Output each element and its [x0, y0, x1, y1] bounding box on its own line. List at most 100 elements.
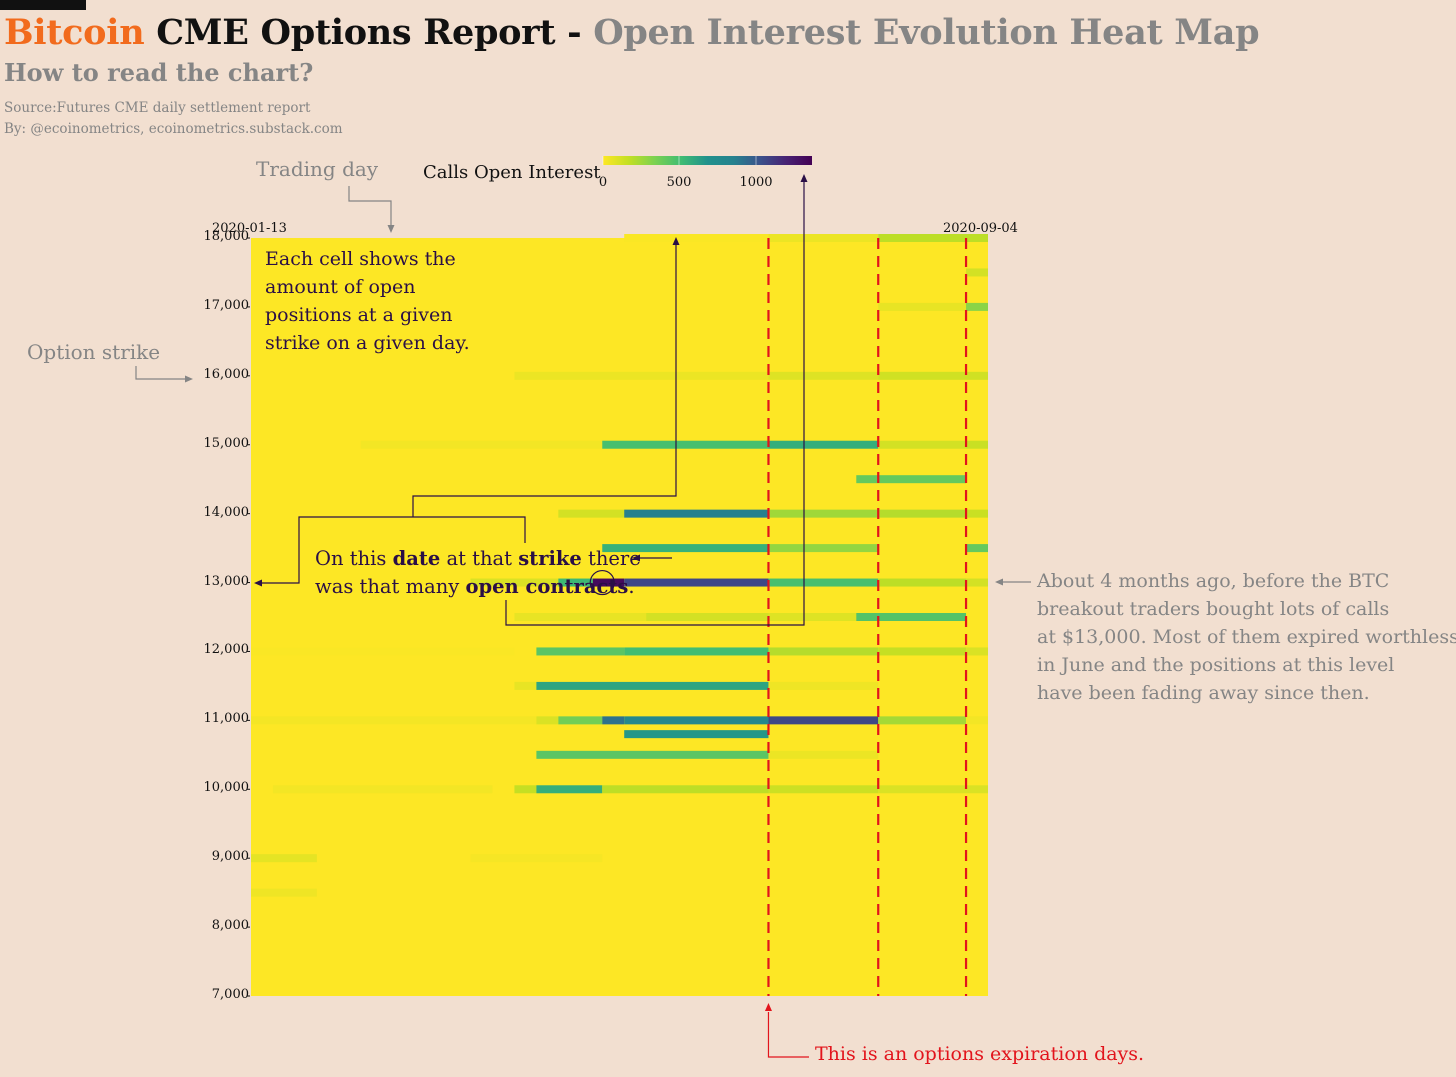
strike-connector [262, 516, 526, 584]
heatmap-cell [251, 888, 317, 897]
heatmap-cell [624, 716, 769, 725]
contracts-arrowhead [800, 174, 808, 182]
explainer-text: . [628, 575, 635, 598]
heatmap-cell [966, 302, 988, 311]
heatmap-cell [768, 647, 879, 656]
heatmap-cell [558, 578, 593, 587]
y-tick-label: 11,000 [203, 711, 250, 727]
y-tick-label: 10,000 [203, 780, 250, 796]
expiration-note: This is an options expiration days. [815, 1043, 1145, 1065]
option-strike-arrowhead [185, 375, 193, 383]
heatmap-cell [768, 509, 879, 518]
cell-explainer-line: Each cell shows the [265, 248, 456, 270]
heatmap-cell [624, 234, 769, 242]
right-annotation-line: in June and the positions at this level [1037, 654, 1395, 676]
explainer-open-contracts: open contracts [465, 575, 629, 598]
heatmap-cell [768, 544, 879, 553]
byline: By: @ecoinometrics, ecoinometrics.substa… [4, 121, 343, 137]
heatmap-cell [966, 509, 988, 518]
y-tick-label: 13,000 [203, 573, 250, 589]
heatmap-cell [470, 578, 559, 587]
cell-explainer-line: amount of open [265, 276, 416, 298]
heatmap-cell [514, 613, 647, 621]
page-title: Bitcoin CME Options Report - Open Intere… [4, 12, 1260, 53]
explainer-strike-word: strike [518, 547, 582, 570]
right-annotation-line: breakout traders bought lots of calls [1037, 598, 1390, 620]
heatmap-cell [536, 647, 625, 656]
heatmap-cell [878, 371, 988, 380]
heatmap-cell [602, 440, 769, 449]
trading-day-label: Trading day [256, 157, 379, 181]
heatmap-cell [251, 716, 537, 725]
heatmap-cell [768, 750, 879, 759]
heatmap-cell [514, 785, 537, 794]
heatmap-cell [966, 578, 988, 587]
heatmap-cell [602, 544, 769, 553]
x-start-date-label: 2020-01-13 [212, 221, 287, 236]
heatmap-cell [878, 234, 988, 242]
title-main: CME Options Report - [144, 12, 594, 53]
cell-explainer: Each cell shows the amount of open posit… [265, 245, 470, 357]
heatmap-cell [251, 854, 317, 863]
y-tick-label: 12,000 [203, 642, 250, 658]
date-strike-explainer: On this date at that strike there was th… [315, 545, 641, 601]
y-tick-label: 7,000 [211, 987, 249, 1002]
corner-bar [0, 0, 86, 10]
heatmap-cell [966, 716, 988, 725]
heatmap-cell [592, 578, 625, 587]
heatmap-cell [272, 785, 493, 794]
heatmap-cell [558, 509, 625, 518]
right-annotation-line: have been fading away since then. [1037, 682, 1370, 704]
heatmap-cell [602, 785, 769, 794]
heatmap-cell [878, 716, 967, 725]
y-tick-label: 17,000 [203, 297, 250, 313]
y-tick-label: 16,000 [203, 366, 250, 382]
heatmap-cell [536, 681, 769, 690]
right-annotation: About 4 months ago, before the BTC break… [1037, 567, 1456, 707]
title-brand: Bitcoin [4, 12, 145, 53]
title-rest: Open Interest Evolution Heat Map [593, 12, 1260, 53]
right-note-arrowhead [995, 578, 1003, 586]
legend-tick-0: 0 [598, 175, 608, 190]
row-arrowhead [632, 554, 640, 562]
contracts-connector [505, 182, 805, 626]
heatmap-cell [536, 750, 769, 759]
x-end-date-label: 2020-09-04 [943, 221, 1018, 236]
heatmap-cell [602, 716, 625, 725]
heatmap-cell [470, 854, 603, 863]
strike-arrowhead [254, 579, 262, 587]
heatmap-cell [624, 730, 769, 739]
heatmap-cell [856, 475, 967, 484]
date-connector [412, 245, 677, 517]
heatmap-cell [360, 440, 603, 449]
cell-explainer-line: positions at a given [265, 304, 453, 326]
heatmap-cell [624, 578, 769, 587]
heatmap-cell [514, 681, 537, 690]
legend-tick-500: 500 [666, 175, 692, 190]
heatmap-cell [878, 578, 967, 587]
legend-title: Calls Open Interest [423, 162, 601, 183]
right-annotation-line: About 4 months ago, before the BTC [1037, 570, 1390, 592]
explainer-text: was that many [315, 575, 466, 598]
y-tick-label: 9,000 [211, 849, 249, 865]
option-strike-label: Option strike [27, 340, 161, 364]
explainer-text: On this [315, 547, 393, 570]
heatmap-cell [768, 716, 879, 725]
option-strike-connector [135, 366, 185, 380]
legend-tick-1000: 1000 [739, 175, 773, 190]
heatmap-cell [514, 371, 769, 380]
heatmap-cell [966, 440, 988, 449]
y-tick-label: 8,000 [211, 918, 249, 934]
y-tick-label: 14,000 [203, 504, 250, 520]
legend-colorbar [603, 156, 812, 165]
heatmap-cell [966, 268, 988, 277]
heatmap-cell [878, 785, 988, 794]
heatmap-cell [768, 234, 879, 242]
heatmap-cell [768, 578, 879, 587]
heatmap-cell [768, 613, 857, 621]
right-annotation-line: at $13,000. Most of them expired worthle… [1037, 626, 1456, 648]
trading-day-connector [348, 186, 392, 226]
explainer-text: there [581, 547, 641, 570]
heatmap-cell [878, 302, 967, 311]
heatmap-cell [768, 785, 879, 794]
